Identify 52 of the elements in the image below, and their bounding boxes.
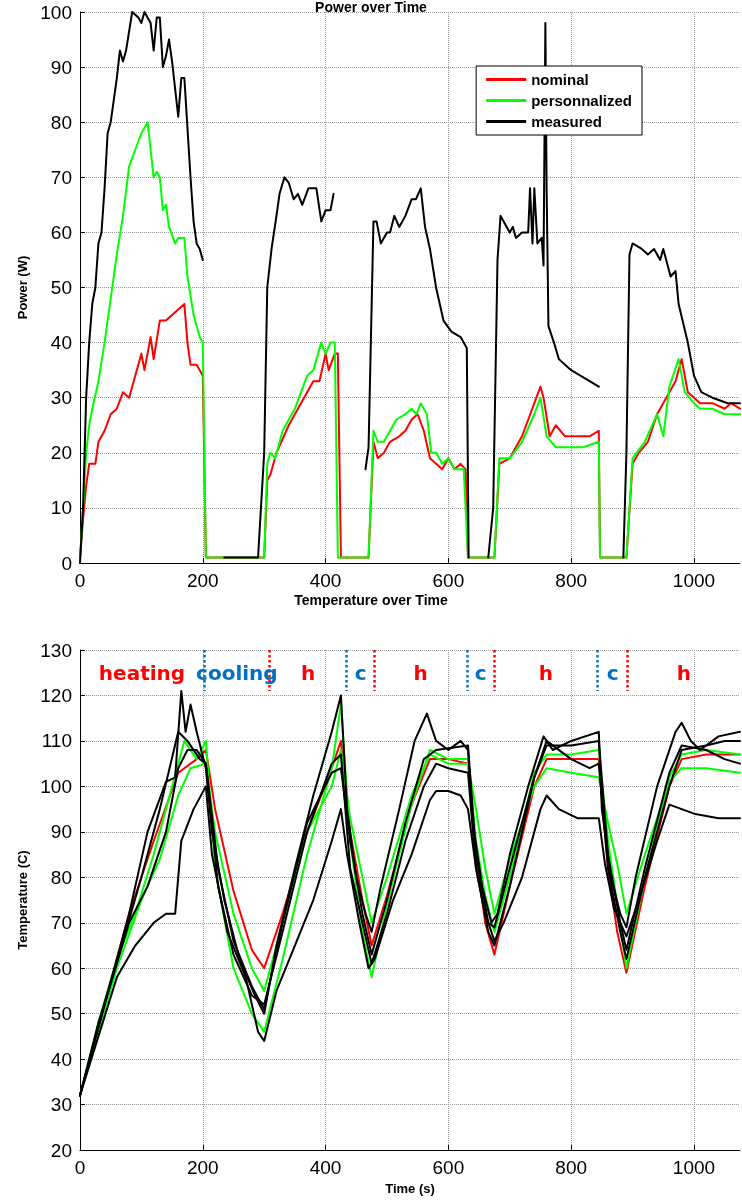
y-tick-label: 100 bbox=[40, 1, 72, 23]
y-tick-label: 80 bbox=[50, 111, 72, 133]
y-tick-label: 20 bbox=[50, 442, 72, 464]
annotation: cooling bbox=[196, 660, 278, 685]
y-tick-label: 30 bbox=[50, 387, 72, 409]
legend-label: nominal bbox=[531, 71, 589, 88]
chart-title: Temperature over Time bbox=[294, 592, 448, 608]
x-tick-label: 200 bbox=[186, 570, 219, 591]
annotation: heating bbox=[98, 660, 186, 685]
annotation: h bbox=[676, 660, 691, 685]
chart-title: Power over Time bbox=[315, 0, 428, 15]
x-tick-label: 600 bbox=[432, 1157, 465, 1179]
annotation: h bbox=[300, 660, 316, 685]
y-tick-label: 110 bbox=[41, 730, 72, 752]
y-axis-title: Power (W) bbox=[15, 255, 31, 320]
x-tick-label: 200 bbox=[186, 1157, 219, 1179]
y-tick-label: 40 bbox=[50, 332, 72, 354]
y-tick-label: 90 bbox=[50, 821, 72, 843]
y-tick-label: 130 bbox=[40, 639, 72, 661]
y-tick-label: 90 bbox=[50, 56, 72, 78]
x-tick-label: 1000 bbox=[672, 1157, 716, 1179]
x-tick-label: 0 bbox=[74, 1157, 86, 1179]
y-tick-label: 40 bbox=[50, 1048, 72, 1070]
y-tick-label: 70 bbox=[50, 166, 72, 188]
x-tick-label: 800 bbox=[555, 570, 588, 591]
y-tick-label: 50 bbox=[50, 1003, 72, 1025]
x-tick-label: 0 bbox=[74, 570, 86, 591]
x-tick-label: 600 bbox=[432, 570, 465, 591]
annotation: h bbox=[538, 660, 554, 685]
y-tick-label: 20 bbox=[50, 1139, 72, 1161]
y-tick-label: 60 bbox=[50, 221, 72, 243]
annotation: c bbox=[474, 660, 487, 685]
x-axis-title: Time (s) bbox=[385, 1181, 435, 1196]
x-tick-label: 400 bbox=[309, 570, 342, 591]
y-tick-label: 30 bbox=[50, 1094, 72, 1116]
y-tick-label: 10 bbox=[50, 497, 72, 519]
y-tick-label: 80 bbox=[50, 866, 72, 888]
legend-label: personnalized bbox=[531, 92, 632, 109]
y-tick-label: 120 bbox=[40, 684, 72, 706]
y-axis-title: Temperature (C) bbox=[15, 850, 31, 950]
annotation: h bbox=[413, 660, 428, 685]
x-tick-label: 400 bbox=[309, 1157, 342, 1179]
y-tick-label: 100 bbox=[40, 775, 72, 797]
annotation: c bbox=[354, 660, 367, 685]
legend-label: measured bbox=[531, 113, 603, 130]
y-tick-label: 0 bbox=[61, 552, 72, 574]
x-tick-label: 800 bbox=[555, 1157, 588, 1179]
y-tick-label: 50 bbox=[50, 277, 72, 298]
y-tick-label: 70 bbox=[50, 912, 72, 934]
annotation: c bbox=[606, 660, 619, 685]
y-tick-label: 60 bbox=[50, 957, 72, 979]
x-tick-label: 1000 bbox=[672, 570, 716, 591]
